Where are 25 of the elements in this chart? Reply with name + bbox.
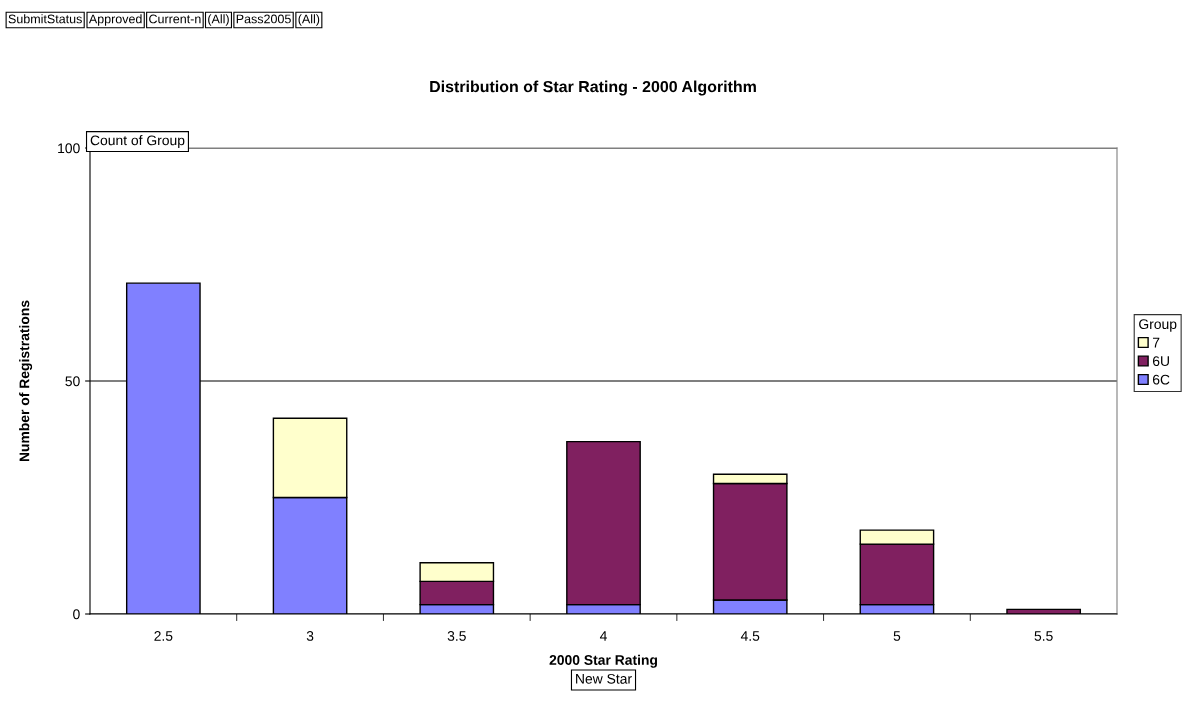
text: (All): [208, 14, 229, 26]
x-tick-label: 5: [893, 631, 901, 641]
x-tick-label: 3: [306, 631, 314, 641]
annotation: Count of Group: [90, 135, 185, 148]
x-tick-label: 4.5: [740, 631, 760, 641]
x-axis-title: 2000 Star Rating: [549, 654, 657, 668]
text: New Star: [576, 673, 632, 684]
legend-label: 7: [1152, 337, 1160, 348]
x-tick-label: 2.5: [154, 631, 173, 641]
x-tick-label: 4: [599, 631, 607, 641]
text: (All): [298, 14, 320, 26]
y-axis-title: Number of Registrations: [19, 300, 33, 462]
text: Current-n: [149, 14, 201, 24]
legend-label: 6C: [1152, 374, 1170, 385]
text: Approved: [88, 14, 142, 26]
x-tick-label: 3.5: [447, 631, 466, 641]
legend-title: Group: [1139, 319, 1177, 332]
y-tick-label: 100: [58, 143, 80, 154]
text: SubmitStatus: [8, 14, 82, 24]
legend-label: 6U: [1152, 356, 1169, 367]
chart-title: Distribution of Star Rating - 2000 Algorithm: [430, 80, 756, 96]
x-tick-label: 5.5: [1034, 631, 1053, 641]
y-tick-label: 50: [65, 376, 80, 387]
text: Pass2005: [236, 14, 291, 24]
y-tick-label: 0: [73, 609, 80, 620]
